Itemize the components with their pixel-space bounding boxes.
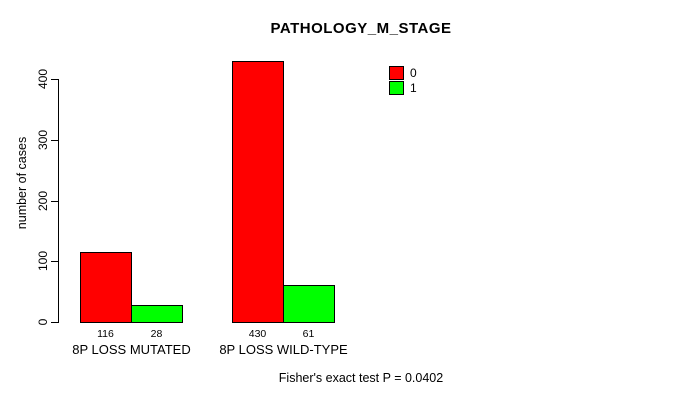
x-axis-category-label: 8P LOSS MUTATED (72, 342, 191, 357)
y-axis-tick (51, 261, 59, 263)
y-axis-tick (51, 322, 59, 323)
y-axis-tick (51, 139, 59, 141)
bar-group-1-series-0 (232, 60, 284, 323)
fisher-test-annotation: Fisher's exact test P = 0.0402 (278, 371, 444, 385)
chart-title: PATHOLOGY_M_STAGE (270, 20, 452, 37)
legend-label-series-1: 1 (410, 80, 417, 95)
y-axis-tick-label: 300 (36, 129, 50, 150)
y-axis-tick (51, 200, 59, 202)
bar-value-label: 430 (248, 328, 267, 340)
bar-group-0-series-0 (80, 251, 132, 323)
bar-value-label: 61 (302, 328, 315, 340)
bar-value-label: 28 (150, 328, 163, 340)
legend-item-0: 0 (389, 65, 417, 80)
legend-swatch-series-0 (389, 65, 404, 80)
bar-group-1-series-1 (283, 284, 335, 323)
y-axis-tick-label: 0 (36, 318, 50, 326)
legend-swatch-series-1 (389, 80, 404, 95)
y-axis-tick-label: 400 (36, 68, 50, 90)
y-axis-tick-label: 100 (36, 251, 50, 272)
y-axis-tick-label: 200 (36, 190, 50, 211)
bar-group-0-series-1 (131, 304, 183, 323)
legend-item-1: 1 (389, 80, 417, 95)
x-axis-category-label: 8P LOSS WILD-TYPE (219, 342, 348, 357)
bar-value-label: 116 (97, 328, 114, 340)
legend: 0 1 (389, 65, 417, 95)
legend-label-series-0: 0 (410, 65, 417, 80)
y-axis-tick (51, 79, 59, 80)
